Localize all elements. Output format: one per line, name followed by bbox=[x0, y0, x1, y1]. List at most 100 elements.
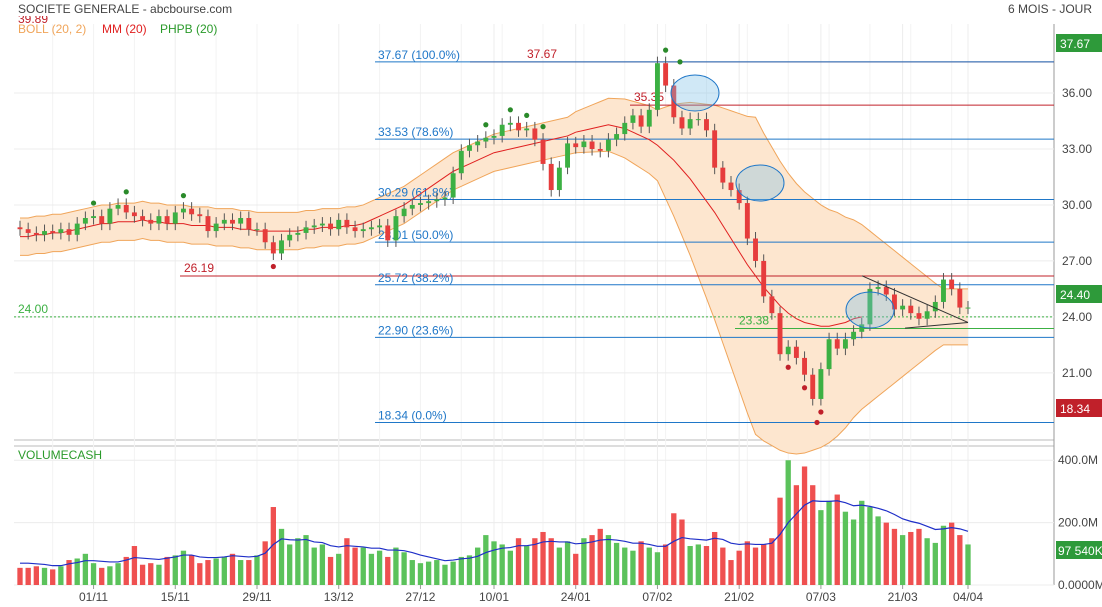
volume-bar bbox=[932, 542, 938, 585]
volume-bar bbox=[139, 564, 146, 585]
volume-bar bbox=[793, 485, 800, 585]
candle-body bbox=[916, 313, 922, 319]
svg-text:37.67: 37.67 bbox=[1060, 37, 1090, 51]
y-tick-label: 21.00 bbox=[1062, 366, 1092, 380]
chart-period: 6 MOIS - JOUR bbox=[1008, 2, 1092, 16]
badge-last: 24.40 bbox=[1056, 285, 1102, 303]
svg-text:97 540K: 97 540K bbox=[1058, 544, 1102, 558]
x-tick-label: 21/02 bbox=[724, 590, 754, 604]
volume-bar bbox=[188, 555, 195, 585]
candle-body bbox=[156, 216, 162, 224]
candle-body bbox=[107, 208, 113, 224]
level-label: 26.19 bbox=[184, 261, 214, 275]
volume-bar bbox=[728, 560, 734, 585]
candle-body bbox=[540, 139, 546, 164]
candle-body bbox=[352, 227, 358, 232]
candle-body bbox=[279, 240, 284, 254]
volume-bar bbox=[164, 556, 170, 585]
high-dot bbox=[677, 59, 683, 65]
volume-bar bbox=[409, 560, 415, 585]
volume-bar bbox=[197, 563, 203, 585]
volume-bar bbox=[90, 563, 97, 585]
volume-average-line bbox=[20, 500, 969, 567]
y-tick-label: 27.00 bbox=[1062, 254, 1092, 268]
volume-bar bbox=[859, 500, 865, 585]
candle-body bbox=[115, 204, 121, 209]
volume-bar bbox=[867, 507, 873, 585]
candle-body bbox=[99, 216, 105, 224]
phpb-low-dot bbox=[270, 263, 276, 270]
volume-tick-label: 200.0M bbox=[1058, 516, 1098, 530]
volume-bar bbox=[630, 550, 636, 585]
volume-bar bbox=[908, 531, 914, 585]
volume-bar bbox=[254, 555, 260, 585]
phpb-low-dot bbox=[818, 409, 824, 415]
badge-low: 18.34 bbox=[1056, 399, 1102, 417]
candle-body bbox=[254, 229, 260, 231]
candle-body bbox=[867, 288, 873, 325]
candle-body bbox=[262, 229, 268, 243]
volume-bar bbox=[393, 547, 399, 585]
volume-bar bbox=[752, 547, 759, 585]
volume-tick-label: 0.0000M bbox=[1058, 578, 1102, 592]
candle-body bbox=[123, 204, 129, 213]
candle-body bbox=[131, 212, 137, 217]
volume-bar bbox=[148, 563, 154, 585]
x-tick-label: 15/11 bbox=[161, 590, 190, 604]
candle-body bbox=[949, 279, 955, 289]
candle-body bbox=[712, 130, 718, 168]
trendline-upper bbox=[861, 275, 969, 323]
volume-bar bbox=[287, 544, 293, 585]
volume-bar bbox=[948, 522, 955, 585]
phpb-high-dot bbox=[90, 200, 97, 206]
volume-bar bbox=[810, 485, 816, 585]
x-tick-label: 04/04 bbox=[953, 590, 983, 604]
candle-body bbox=[851, 331, 857, 340]
volume-bar bbox=[458, 556, 464, 585]
y-tick-label: 24.00 bbox=[1062, 310, 1092, 324]
volume-bar bbox=[66, 560, 72, 585]
x-tick-label: 07/02 bbox=[642, 590, 672, 604]
candle-body bbox=[467, 145, 472, 151]
volume-bar bbox=[50, 569, 56, 585]
candle-body bbox=[491, 135, 497, 138]
volume-bar bbox=[646, 547, 652, 585]
volume-bar bbox=[720, 547, 726, 585]
x-tick-label: 29/11 bbox=[242, 590, 271, 604]
candle-body bbox=[507, 122, 513, 125]
candle-body bbox=[213, 223, 219, 232]
volume-tick-label: 400.0M bbox=[1058, 453, 1098, 467]
volume-bar bbox=[777, 497, 783, 585]
candle-body bbox=[417, 203, 423, 205]
candle-body bbox=[900, 305, 906, 310]
svg-text:24.40: 24.40 bbox=[1060, 288, 1090, 302]
volume-bar bbox=[687, 546, 693, 585]
volume-bar bbox=[425, 561, 432, 585]
volume-bar bbox=[581, 538, 587, 585]
x-tick-label: 10/01 bbox=[479, 590, 509, 604]
y-tick-label: 36.00 bbox=[1062, 86, 1092, 100]
candle-body bbox=[614, 134, 620, 140]
volume-bar bbox=[654, 552, 661, 585]
candle-body bbox=[785, 346, 791, 355]
candle-body bbox=[499, 124, 505, 136]
badge-volume-last: 97 540K bbox=[1056, 541, 1102, 559]
chart-title: SOCIETE GENERALE - abcbourse.com bbox=[18, 2, 232, 16]
fib-label: 25.72 (38.2%) bbox=[378, 271, 453, 285]
candle-body bbox=[458, 150, 464, 174]
candle-body bbox=[581, 141, 587, 148]
candle-body bbox=[932, 301, 938, 312]
candle-body bbox=[50, 231, 56, 233]
phpb-low-dot bbox=[801, 385, 808, 391]
volume-bar bbox=[940, 525, 947, 585]
candle-body bbox=[516, 122, 521, 131]
candle-body bbox=[597, 148, 603, 151]
volume-bar bbox=[548, 538, 554, 585]
level-label: 37.67 bbox=[527, 47, 557, 61]
volume-bar bbox=[671, 513, 677, 585]
volume-bar bbox=[834, 494, 840, 585]
level-label: 23.38 bbox=[739, 313, 769, 327]
candle-body bbox=[883, 287, 889, 295]
candle-body bbox=[663, 63, 669, 86]
highlight-ellipse bbox=[670, 74, 720, 112]
